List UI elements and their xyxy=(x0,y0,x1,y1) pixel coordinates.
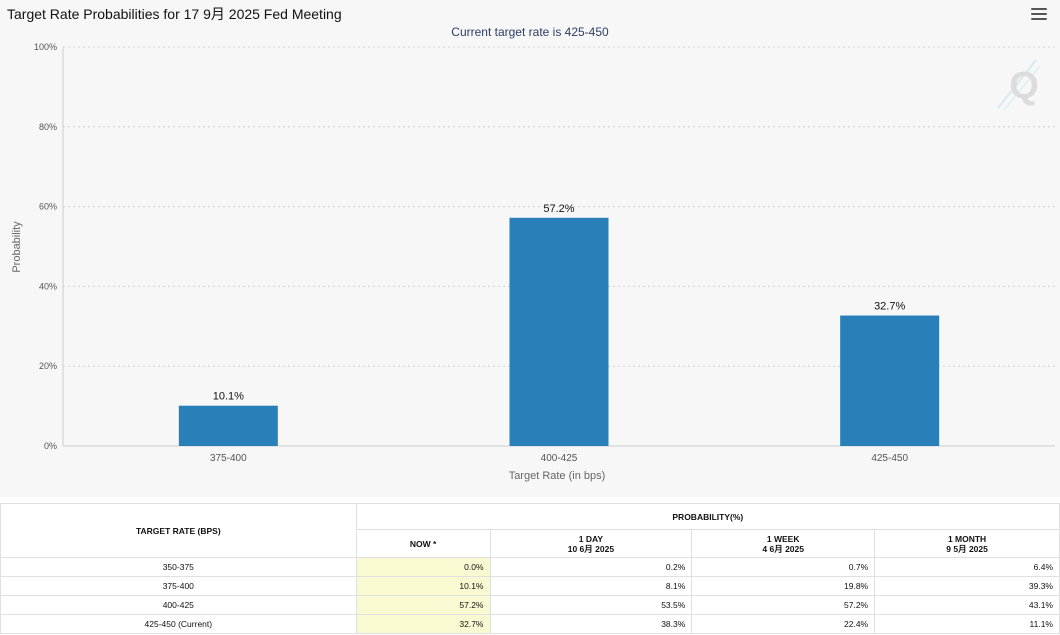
y-tick-label: 80% xyxy=(39,122,57,132)
target-rate-header: TARGET RATE (BPS) xyxy=(0,503,357,558)
bar[interactable] xyxy=(178,405,278,446)
probability-cell: 43.1% xyxy=(874,595,1060,615)
rate-cell: 425-450 (Current) xyxy=(0,614,357,634)
data-label: 57.2% xyxy=(543,203,574,215)
chart-area: Target Rate Probabilities for 17 9月 2025… xyxy=(7,6,1055,482)
page-title: Target Rate Probabilities for 17 9月 2025… xyxy=(7,6,342,22)
bar[interactable] xyxy=(509,217,609,446)
probability-cell: 10.1% xyxy=(355,576,491,596)
bar[interactable] xyxy=(840,315,940,446)
table-row: 400-425 57.2% 53.5% 57.2% 43.1% xyxy=(0,595,1060,615)
column-header: 1 WEEK 4 6月 2025 xyxy=(691,529,876,558)
probability-cell: 57.2% xyxy=(691,595,876,615)
q-logo-watermark-icon: Q xyxy=(997,59,1041,111)
probability-header: PROBABILITY(%) xyxy=(355,503,1060,530)
probability-cell: 8.1% xyxy=(489,576,693,596)
probability-cell: 57.2% xyxy=(355,595,491,615)
column-header: 1 MONTH 9 5月 2025 xyxy=(874,529,1060,558)
x-tick-label: 400-425 xyxy=(541,453,578,464)
probability-table: TARGET RATE (BPS) PROBABILITY(%) NOW * 1 … xyxy=(0,503,1060,634)
probability-cell: 19.8% xyxy=(691,576,876,596)
table-row: 425-450 (Current) 32.7% 38.3% 22.4% 11.1% xyxy=(0,614,1060,634)
column-date: 10 6月 2025 xyxy=(567,543,615,554)
column-date: 4 6月 2025 xyxy=(762,543,804,554)
probability-cell: 38.3% xyxy=(489,614,693,634)
probability-cell: 39.3% xyxy=(874,576,1060,596)
y-tick-label: 40% xyxy=(39,281,57,291)
y-axis-title: Probability xyxy=(11,221,23,273)
chart-subtitle: Current target rate is 425-450 xyxy=(451,25,609,39)
probability-cell: 11.1% xyxy=(874,614,1060,634)
data-label: 32.7% xyxy=(874,301,905,313)
data-label: 10.1% xyxy=(213,391,244,403)
y-tick-label: 100% xyxy=(34,42,57,52)
y-tick-label: 60% xyxy=(39,202,57,212)
x-tick-label: 425-450 xyxy=(871,453,908,464)
probability-cell: 53.5% xyxy=(489,595,693,615)
column-date: 9 5月 2025 xyxy=(946,543,988,554)
probability-cell: 0.7% xyxy=(691,557,876,577)
column-header: 1 DAY 10 6月 2025 xyxy=(489,529,693,558)
y-tick-label: 20% xyxy=(39,361,57,371)
x-tick-label: 375-400 xyxy=(210,453,247,464)
column-label: 1 DAY xyxy=(578,533,604,544)
rate-cell: 350-375 xyxy=(0,557,357,577)
column-label: NOW * xyxy=(409,538,437,549)
table-row: 375-400 10.1% 8.1% 19.8% 39.3% xyxy=(0,576,1060,596)
probability-cell: 0.2% xyxy=(489,557,693,577)
table-row: 350-375 0.0% 0.2% 0.7% 6.4% xyxy=(0,557,1060,577)
column-label: 1 WEEK xyxy=(766,533,800,544)
column-header: NOW * xyxy=(355,529,491,558)
rate-cell: 375-400 xyxy=(0,576,357,596)
y-tick-label: 0% xyxy=(44,441,57,451)
rate-cell: 400-425 xyxy=(0,595,357,615)
x-axis-title: Target Rate (in bps) xyxy=(509,470,606,482)
svg-text:Q: Q xyxy=(1009,65,1039,107)
bar-chart: 0% 20% 40% 60% 80% 100% 375-400 400-425 425-450… xyxy=(11,42,1055,482)
probability-cell: 6.4% xyxy=(874,557,1060,577)
hamburger-menu-icon[interactable] xyxy=(1031,8,1047,22)
probability-cell: 32.7% xyxy=(355,614,491,634)
probability-cell: 0.0% xyxy=(355,557,491,577)
probability-cell: 22.4% xyxy=(691,614,876,634)
column-label: 1 MONTH xyxy=(947,533,987,544)
